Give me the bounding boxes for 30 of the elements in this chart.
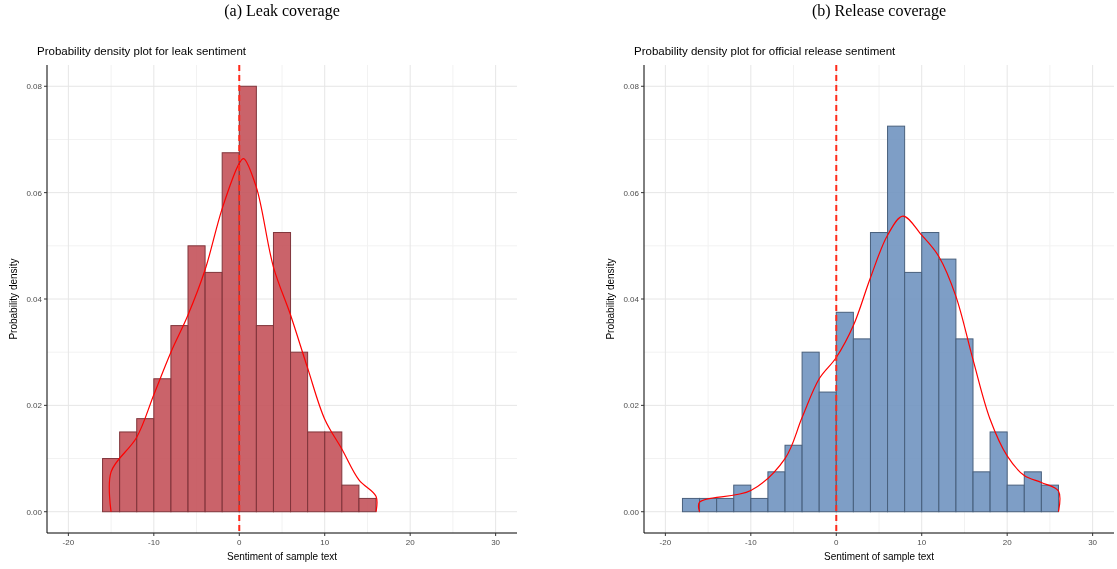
x-tick-label: -10 bbox=[148, 538, 161, 547]
y-tick-label: 0.06 bbox=[623, 188, 640, 198]
x-tick-label: 10 bbox=[320, 538, 330, 547]
y-axis-title: Probability density bbox=[605, 258, 616, 340]
chart-subtitle: Probability density plot for official release sentiment bbox=[634, 45, 897, 57]
x-tick-label: 20 bbox=[405, 538, 416, 547]
y-tick-label: 0.00 bbox=[623, 507, 640, 517]
x-tick-label: 0 bbox=[834, 538, 840, 547]
y-tick-label: 0.08 bbox=[623, 82, 640, 92]
chart-title: (a) Leak coverage bbox=[224, 2, 340, 20]
x-tick-label: 20 bbox=[1002, 538, 1013, 547]
chart-title: (b) Release coverage bbox=[811, 2, 947, 20]
x-axis-title: Sentiment of sample text bbox=[823, 551, 935, 562]
x-tick-label: 0 bbox=[237, 538, 243, 547]
x-tick-label: 30 bbox=[491, 538, 501, 547]
y-tick-label: 0.08 bbox=[26, 82, 43, 92]
y-tick-label: 0.00 bbox=[26, 507, 43, 517]
x-tick-label: -10 bbox=[745, 538, 758, 547]
x-tick-label: -20 bbox=[62, 538, 75, 547]
y-tick-label: 0.04 bbox=[26, 295, 43, 304]
x-axis-title: Sentiment of sample text bbox=[226, 551, 338, 562]
chart-subtitle: Probability density plot for leak sentiment bbox=[37, 45, 247, 57]
y-tick-label: 0.04 bbox=[623, 295, 640, 304]
x-tick-label: 10 bbox=[917, 538, 927, 547]
y-tick-label: 0.02 bbox=[26, 401, 43, 411]
y-axis-title: Probability density bbox=[8, 258, 19, 340]
x-tick-label: -20 bbox=[659, 538, 672, 547]
y-tick-label: 0.02 bbox=[623, 401, 640, 411]
y-tick-label: 0.06 bbox=[26, 188, 43, 198]
x-tick-label: 30 bbox=[1088, 538, 1098, 547]
